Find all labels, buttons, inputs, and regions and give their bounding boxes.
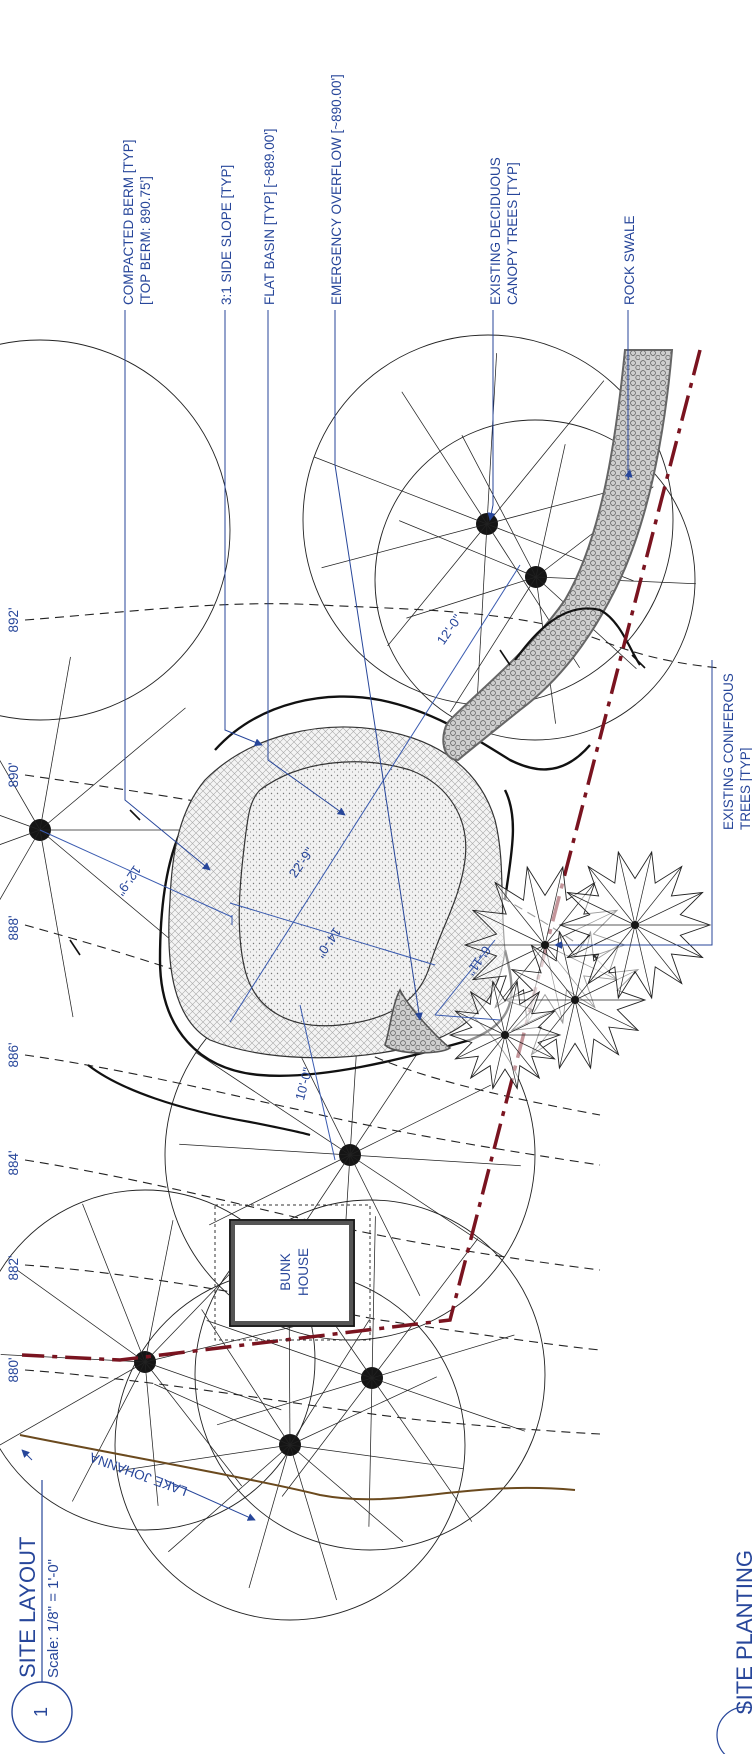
canopy-ray [39,829,74,1018]
callout-existing-deciduous-line2: CANOPY TREES [TYP] [505,162,520,305]
callout-side-slope: 3:1 SIDE SLOPE [TYP] [219,165,234,305]
grading-sketch-lines [69,607,646,1137]
canopy-ray [0,829,41,845]
rain-garden [158,349,674,1077]
property-line [21,349,702,1362]
contour-labels: 892' 890' 888' 886' 884' 882' 880' [6,607,21,1382]
canopy-ray [206,1320,373,1379]
callout-flat-basin: FLAT BASIN [TYP] [~889.00'] [262,128,277,305]
canopy-ray [387,523,488,647]
callout-leaders [21,310,713,1521]
canopy-ray [349,1154,505,1258]
canopy-ray [116,1444,291,1472]
canopy-ray [39,656,71,831]
contour-label-882: 882' [6,1255,21,1280]
callout-compacted-berm-line1: COMPACTED BERM [TYP] [121,139,136,305]
canopy-ray [216,1377,373,1426]
canopy-ray [39,707,186,831]
canopy-ray [195,1052,351,1156]
contour-label-886: 886' [6,1042,21,1067]
canopy-ray [144,1322,311,1363]
dimension-12-9: 12'-9" [113,863,145,899]
sheet-title: SITE LAYOUT [15,1537,40,1678]
canopy-ray [0,1361,146,1446]
coniferous-tree [448,980,562,1090]
bunk-house-footprint [229,1219,355,1327]
canopy-ray [289,1376,437,1446]
bunk-house-label-line2: HOUSE [296,1248,311,1296]
next-detail-title: SITE PLANTING [732,1550,752,1715]
canopy-ray [486,353,497,525]
canopy-ray [349,1154,421,1296]
bunk-house[interactable]: BUNK HOUSE [214,1204,371,1341]
callout-existing-coniferous-line2: TREES [TYP] [738,747,752,830]
canopy-ray [321,523,488,569]
callout-existing-coniferous-line1: EXISTING CONIFEROUS [721,673,736,830]
canopy-ray [349,1084,491,1156]
canopy-ray [371,1334,515,1379]
flat-basin-area [238,761,467,1027]
canopy-ray [144,1361,242,1487]
canopy-ray [371,1216,376,1379]
bunk-house-label-line1: BUNK [278,1253,293,1291]
canopy-ray [406,576,537,619]
canopy-ray [368,1377,373,1527]
coniferous-trees [448,850,712,1090]
canopy-ray [201,1309,291,1446]
callout-rock-swale: ROCK SWALE [622,215,637,305]
canopy-ray [144,1361,282,1411]
callout-compacted-berm-line2: [TOP BERM: 890.75'] [138,176,153,305]
bunk-house-setback [214,1204,371,1341]
canopy-ray [289,1444,464,1470]
rock-swale [442,349,674,762]
canopy-ray [289,1444,404,1542]
contour-label-890: 890' [6,762,21,787]
sheet-scale: Scale: 1/8" = 1'-0" [45,1559,62,1678]
canopy-ray [209,1154,351,1226]
detail-number: 1 [31,1707,51,1717]
canopy-ray [371,1238,479,1379]
tree-canopy-top-left [0,339,231,841]
title-block: 1 SITE LAYOUT Scale: 1/8" = 1'-0" SITE P… [11,1480,752,1754]
canopy-ray [399,520,537,578]
coniferous-tree [558,850,712,1000]
canopy-ray [0,759,41,831]
canopy-ray [144,1220,174,1363]
canopy-ray [349,1154,521,1167]
canopy-ray [168,1444,291,1553]
canopy-ray [289,1319,370,1446]
canopy-ray [486,380,605,525]
canopy-ray [144,1361,159,1506]
canopy-ray [0,815,41,831]
dimension-12-0: 12'-0" [434,611,466,647]
canopy-ray [281,1377,373,1497]
emergency-overflow-rock [384,988,452,1054]
callout-existing-deciduous-line1: EXISTING DECIDUOUS [488,157,503,305]
canopy-ray [179,1143,351,1156]
canopy-ray [371,1377,473,1522]
canopy-ray [476,523,488,709]
canopy-ray [401,391,488,525]
dimension-10-0: 10'-0" [292,1066,315,1102]
lake-shoreline [19,1434,576,1501]
canopy-ray [17,1269,146,1363]
canopy-ray [0,829,41,901]
canopy-ray [71,1361,146,1502]
canopy-ray [449,576,537,713]
contour-label-888: 888' [6,915,21,940]
canopy-ray [371,1377,526,1432]
canopy-ray [461,435,537,578]
contour-label-884: 884' [6,1150,21,1175]
canopy-ray [39,829,175,944]
canopy-ray [248,1444,291,1589]
canopy-ray [82,1203,146,1363]
canopy-ray [289,1444,337,1601]
contour-label-880: 880' [6,1357,21,1382]
canopy-ray [314,456,488,525]
contour-label-892: 892' [6,607,21,632]
canopy-ray [154,1383,291,1446]
canopy-ray [535,444,566,578]
callout-emergency-overflow: EMERGENCY OVERFLOW [~890.00'] [329,74,344,305]
